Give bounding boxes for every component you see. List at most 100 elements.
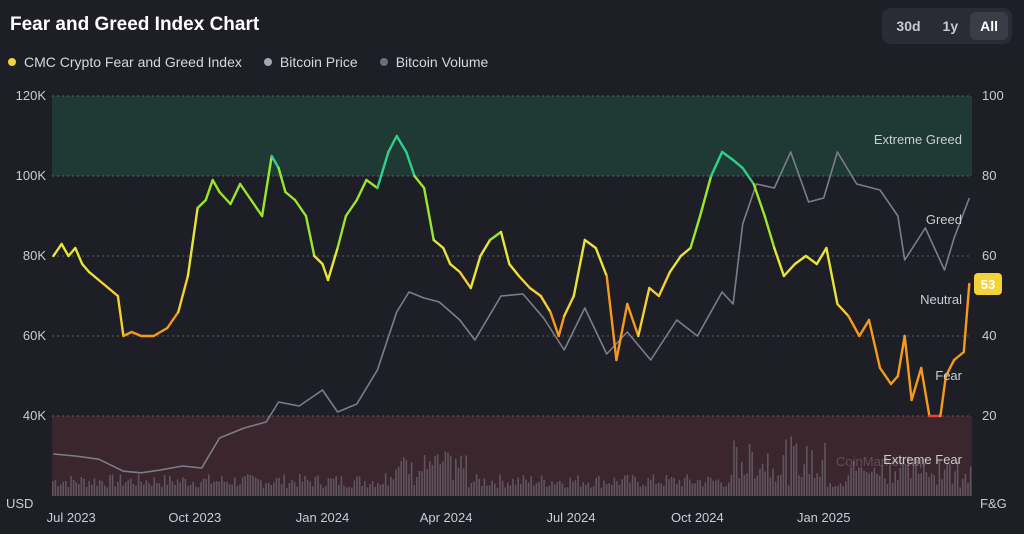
volume-bar xyxy=(447,452,449,496)
volume-bar xyxy=(902,461,904,496)
volume-bar xyxy=(228,484,231,496)
volume-bar xyxy=(824,442,826,496)
volume-bar xyxy=(969,466,972,496)
fear-greed-segment xyxy=(365,178,379,190)
volume-bar xyxy=(798,475,800,496)
volume-bar xyxy=(634,476,636,496)
range-option-all[interactable]: All xyxy=(970,12,1008,40)
zone-label: Extreme Greed xyxy=(874,132,962,147)
volume-bar xyxy=(184,478,187,496)
volume-bar xyxy=(57,486,59,496)
legend-item-bitcoin-volume[interactable]: Bitcoin Volume xyxy=(379,54,488,70)
x-axis-tick: Jul 2024 xyxy=(546,510,595,525)
fear-greed-segment xyxy=(166,310,180,330)
fear-greed-segment xyxy=(60,242,70,258)
volume-bar xyxy=(192,481,194,496)
legend-item-fear-greed[interactable]: CMC Crypto Fear and Greed Index xyxy=(8,54,242,70)
fear-greed-segment xyxy=(815,246,828,266)
volume-bar xyxy=(928,477,930,496)
fear-greed-segment xyxy=(583,238,597,250)
volume-bar xyxy=(860,467,863,496)
fear-greed-segment xyxy=(376,150,390,190)
fear-greed-segment xyxy=(238,182,253,202)
fear-greed-segment xyxy=(211,178,221,194)
volume-bar xyxy=(468,487,470,496)
volume-bar xyxy=(769,477,772,496)
volume-bar xyxy=(650,479,652,496)
volume-bar xyxy=(210,483,213,496)
fear-greed-segment xyxy=(196,198,208,210)
volume-bar xyxy=(296,486,298,496)
volume-bar xyxy=(535,483,538,496)
volume-bar xyxy=(465,455,467,496)
fear-greed-segment xyxy=(741,166,755,186)
volume-bar xyxy=(767,453,769,496)
volume-bar xyxy=(821,459,824,496)
volume-bar xyxy=(395,469,397,496)
volume-bar xyxy=(587,482,590,496)
fear-greed-segment xyxy=(825,246,839,306)
volume-bar xyxy=(938,460,941,496)
volume-bar xyxy=(267,482,270,496)
fear-greed-segment xyxy=(152,326,169,338)
volume-bar xyxy=(231,484,233,496)
volume-bar xyxy=(460,455,462,496)
fear-greed-segment xyxy=(107,286,120,298)
volume-bar xyxy=(559,480,561,496)
range-option-30d[interactable]: 30d xyxy=(896,18,921,34)
fear-greed-segment xyxy=(405,150,416,178)
volume-bar xyxy=(876,473,878,496)
range-option-1y[interactable]: 1y xyxy=(942,18,959,34)
left-axis-tick: 60K xyxy=(23,328,46,343)
volume-bar xyxy=(837,485,839,496)
x-axis-tick: Jul 2023 xyxy=(47,510,96,525)
volume-bar xyxy=(618,484,621,496)
fear-greed-segment xyxy=(572,238,586,298)
volume-bar xyxy=(106,487,109,496)
volume-bar xyxy=(364,481,366,496)
volume-bar xyxy=(764,471,766,496)
volume-bar xyxy=(189,484,192,496)
gridlines xyxy=(52,95,972,417)
volume-bar xyxy=(725,486,727,496)
volume-bar xyxy=(741,461,743,496)
volume-bar xyxy=(746,473,748,496)
volume-bar xyxy=(111,474,114,496)
volume-bar xyxy=(540,475,543,496)
volume-bar xyxy=(699,480,701,496)
volume-bar xyxy=(800,476,803,496)
volume-bar xyxy=(733,440,735,496)
fear-greed-segment xyxy=(52,242,63,258)
fear-greed-segment xyxy=(896,334,906,378)
volume-bar xyxy=(774,481,777,496)
fear-greed-segment xyxy=(344,198,358,218)
volume-bar xyxy=(717,479,720,496)
fear-greed-segment xyxy=(939,374,948,418)
volume-bar xyxy=(933,475,935,496)
fear-greed-segment xyxy=(648,286,661,298)
legend-item-bitcoin-price[interactable]: Bitcoin Price xyxy=(263,54,358,70)
range-toggle: 30d 1y All xyxy=(882,8,1012,44)
volume-bar xyxy=(676,484,678,496)
current-value-bg xyxy=(974,273,1002,295)
volume-bar xyxy=(455,458,457,496)
volume-bar xyxy=(478,478,480,496)
fear-greed-segment xyxy=(387,134,398,154)
volume-bar xyxy=(221,476,223,496)
volume-bar xyxy=(720,482,722,496)
volume-bar xyxy=(743,474,746,496)
volume-bar xyxy=(431,464,434,496)
volume-bar xyxy=(533,485,535,496)
volume-bar xyxy=(910,478,912,496)
volume-bar xyxy=(551,481,553,496)
zone-band xyxy=(52,96,972,176)
volume-bar xyxy=(309,481,311,496)
volume-bar xyxy=(371,481,374,496)
volume-bar xyxy=(803,464,805,496)
volume-bar xyxy=(137,474,140,496)
x-axis-tick: Apr 2024 xyxy=(420,510,473,525)
volume-bar xyxy=(514,484,517,496)
volume-bar xyxy=(369,484,371,496)
zone-bands xyxy=(52,96,972,496)
